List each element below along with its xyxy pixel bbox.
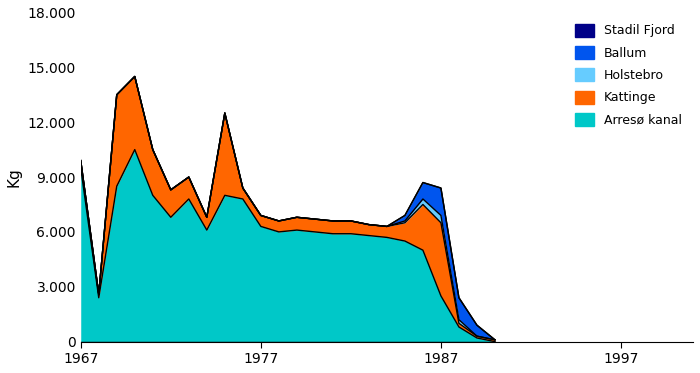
Y-axis label: Kg: Kg <box>7 167 22 187</box>
Legend: Stadil Fjord, Ballum, Holstebro, Kattinge, Arresø kanal: Stadil Fjord, Ballum, Holstebro, Katting… <box>570 19 687 132</box>
